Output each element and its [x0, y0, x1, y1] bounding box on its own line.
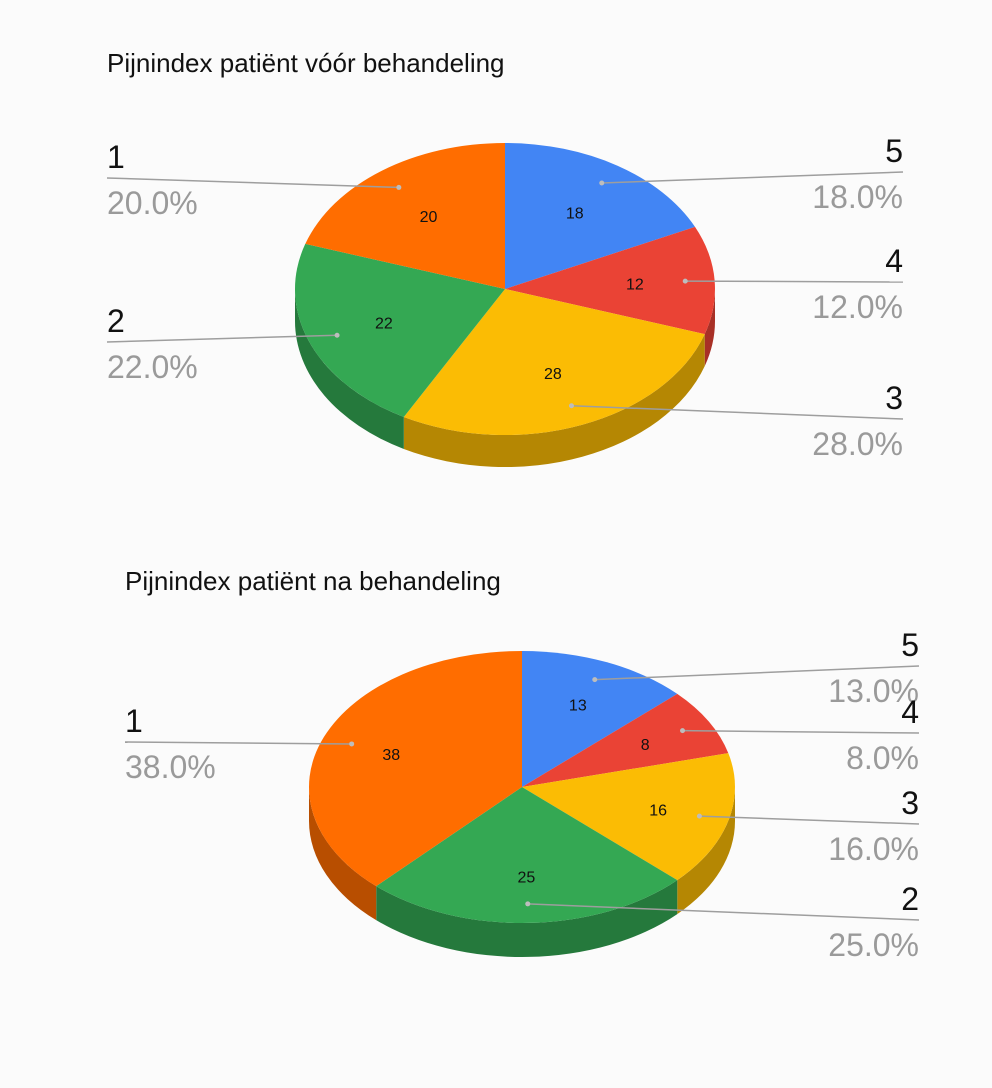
legend-percent-5: 13.0%: [828, 673, 919, 709]
legend-percent-4: 12.0%: [812, 289, 903, 325]
legend-percent-2: 22.0%: [107, 349, 198, 385]
slice-value-label: 25: [518, 870, 536, 887]
leader-line: [601, 171, 904, 184]
slice-value-label: 18: [566, 206, 584, 223]
pie-slice-2[interactable]: [376, 787, 678, 923]
legend-percent-3: 28.0%: [812, 426, 903, 462]
pie-slice-side-3: [677, 787, 735, 915]
chart-before-treatment: Pijnindex patiënt vóór behandeling 18 12 2…: [106, 48, 904, 467]
leader-line: [699, 815, 920, 825]
leader-line: [106, 177, 399, 189]
leader-line: [682, 729, 920, 734]
slice-value-label: 13: [569, 698, 587, 715]
pie-slice-2[interactable]: [295, 243, 505, 417]
leader-dot: [682, 278, 688, 284]
leader-dot: [349, 741, 355, 747]
pie-chart-before: Pijnindex patiënt vóór behandeling 18122…: [106, 48, 904, 467]
pie-slice-3[interactable]: [403, 289, 705, 435]
pie-slice-3[interactable]: [522, 753, 735, 881]
slice-value-label: 8: [641, 737, 650, 754]
leader-dot: [334, 332, 340, 338]
pie-slice-side-1: [309, 787, 377, 921]
legend-category-2: 2: [901, 881, 919, 917]
slice-value-label: 12: [626, 276, 644, 293]
legend-percent-1: 20.0%: [107, 185, 198, 221]
leader-line: [124, 741, 352, 745]
pie-chart-after: Pijnindex patiënt na behandeling 1381625…: [124, 566, 920, 963]
chart-after-treatment: Pijnindex patiënt na behandeling 13 8 16 25…: [0, 544, 992, 1088]
pie-slice-side-4: [704, 289, 715, 367]
pie-slice-5[interactable]: [505, 143, 696, 289]
pie-slice-side-2: [295, 289, 404, 449]
chart-title: Pijnindex patiënt vóór behandeling: [107, 48, 505, 78]
slice-value-label: 28: [544, 366, 562, 383]
leader-line: [594, 665, 920, 681]
pie-slice-4[interactable]: [505, 226, 716, 335]
legend-category-2: 2: [107, 303, 125, 339]
leader-dot: [525, 901, 531, 907]
legend-category-1: 1: [125, 703, 143, 739]
legend-category-5: 5: [885, 133, 903, 169]
pie-slice-side-2: [376, 880, 678, 957]
pie-slice-4[interactable]: [522, 693, 729, 787]
chart-title: Pijnindex patiënt na behandeling: [125, 566, 501, 596]
leader-line: [685, 280, 904, 283]
pie-slice-1[interactable]: [308, 651, 522, 887]
legend-category-4: 4: [901, 694, 919, 730]
slice-value-label: 16: [649, 802, 667, 819]
leader-line: [106, 334, 338, 343]
slice-value-label: 38: [382, 747, 400, 764]
pie-slice-5[interactable]: [522, 651, 678, 787]
pie-slice-1[interactable]: [305, 143, 505, 289]
legend-percent-5: 18.0%: [812, 179, 903, 215]
leader-dot: [568, 403, 574, 409]
legend-category-4: 4: [885, 243, 903, 279]
pie-slice-side-3: [403, 334, 705, 467]
leader-line: [571, 404, 904, 420]
leader-line: [527, 903, 920, 921]
legend-percent-4: 8.0%: [846, 740, 919, 776]
leader-dot: [696, 813, 702, 819]
slice-value-label: 22: [375, 315, 393, 332]
legend-percent-2: 25.0%: [828, 927, 919, 963]
legend-category-3: 3: [901, 785, 919, 821]
legend-category-3: 3: [885, 380, 903, 416]
legend-percent-1: 38.0%: [125, 749, 216, 785]
leader-dot: [680, 728, 686, 734]
legend-category-1: 1: [107, 139, 125, 175]
leader-dot: [592, 677, 598, 683]
leader-dot: [599, 180, 605, 186]
legend-percent-3: 16.0%: [828, 831, 919, 867]
legend-category-5: 5: [901, 627, 919, 663]
slice-value-label: 20: [420, 209, 438, 226]
leader-dot: [396, 184, 402, 190]
